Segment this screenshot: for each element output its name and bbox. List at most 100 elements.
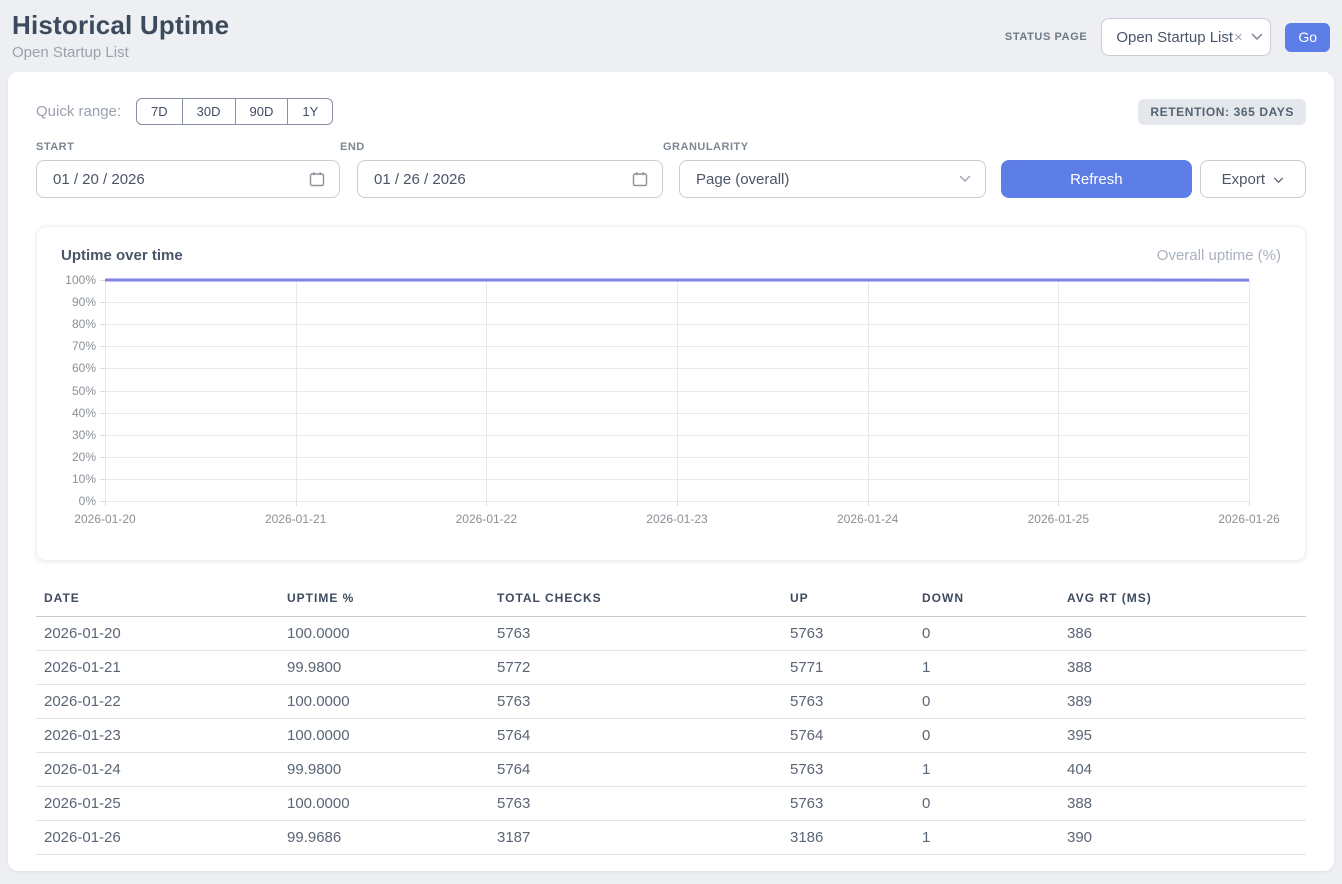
quick-range-7d[interactable]: 7D [136, 98, 183, 125]
chevron-down-icon [959, 175, 971, 183]
quick-range-row: Quick range: 7D30D90D1Y RETENTION: 365 D… [36, 98, 1306, 125]
table-row: 2026-01-2199.9800577257711388 [36, 651, 1306, 685]
chart-header: Uptime over time Overall uptime (%) [61, 247, 1281, 264]
table-cell: 5763 [782, 685, 914, 719]
page-subtitle: Open Startup List [12, 44, 229, 61]
calendar-icon[interactable] [309, 171, 325, 187]
table-cell: 2026-01-25 [36, 787, 279, 821]
y-axis-label: 30% [72, 428, 96, 442]
x-axis-label: 2026-01-25 [1028, 512, 1089, 526]
table-cell: 386 [1059, 617, 1306, 651]
table-cell: 5763 [782, 787, 914, 821]
x-axis-label: 2026-01-26 [1218, 512, 1279, 526]
status-page-label: STATUS PAGE [1005, 31, 1087, 43]
table-cell: 100.0000 [279, 685, 489, 719]
column-header: UPTIME % [279, 583, 489, 617]
column-header: UP [782, 583, 914, 617]
table-cell: 3186 [782, 821, 914, 855]
chart-plot-area: 0%10%20%30%40%50%60%70%80%90%100%2026-01… [105, 280, 1249, 501]
x-axis-tick [868, 501, 869, 506]
table-cell: 100.0000 [279, 787, 489, 821]
refresh-button[interactable]: Refresh [1001, 160, 1192, 198]
gridline-vertical [1249, 280, 1250, 501]
granularity-field: GRANULARITY Page (overall) [663, 141, 986, 198]
chart-legend: Overall uptime (%) [1157, 247, 1281, 264]
quick-range-90d[interactable]: 90D [235, 98, 289, 125]
end-date-value: 01 / 26 / 2026 [374, 171, 466, 188]
end-label: END [340, 141, 663, 153]
table-cell: 0 [914, 617, 1059, 651]
x-axis-label: 2026-01-23 [646, 512, 707, 526]
x-axis-tick [1058, 501, 1059, 506]
table-row: 2026-01-2499.9800576457631404 [36, 753, 1306, 787]
go-button[interactable]: Go [1285, 23, 1330, 52]
x-axis-tick [486, 501, 487, 506]
table-cell: 0 [914, 685, 1059, 719]
end-date-input[interactable]: 01 / 26 / 2026 [357, 160, 663, 198]
start-label: START [36, 141, 340, 153]
table-row: 2026-01-20100.0000576357630386 [36, 617, 1306, 651]
table-cell: 388 [1059, 787, 1306, 821]
table-row: 2026-01-22100.0000576357630389 [36, 685, 1306, 719]
topbar: Historical Uptime Open Startup List STAT… [0, 0, 1342, 64]
table-cell: 2026-01-24 [36, 753, 279, 787]
quick-range-30d[interactable]: 30D [182, 98, 236, 125]
y-axis-label: 90% [72, 295, 96, 309]
table-cell: 389 [1059, 685, 1306, 719]
table-cell: 5763 [489, 617, 782, 651]
table-row: 2026-01-25100.0000576357630388 [36, 787, 1306, 821]
x-axis-tick [105, 501, 106, 506]
start-date-input[interactable]: 01 / 20 / 2026 [36, 160, 340, 198]
column-header: DATE [36, 583, 279, 617]
quick-range-label: Quick range: [36, 103, 121, 120]
table-cell: 5763 [489, 685, 782, 719]
table-cell: 100.0000 [279, 719, 489, 753]
table-cell: 2026-01-23 [36, 719, 279, 753]
filter-form-row: START 01 / 20 / 2026 END 01 / 26 / 2026 … [36, 141, 1306, 198]
export-button[interactable]: Export [1200, 160, 1306, 198]
x-axis-label: 2026-01-24 [837, 512, 898, 526]
y-axis-label: 100% [65, 273, 96, 287]
table-cell: 388 [1059, 651, 1306, 685]
table-row: 2026-01-2699.9686318731861390 [36, 821, 1306, 855]
table-cell: 3187 [489, 821, 782, 855]
quick-range-group: 7D30D90D1Y [136, 98, 333, 125]
y-axis-label: 10% [72, 472, 96, 486]
chevron-down-icon [1273, 171, 1284, 188]
uptime-table: DATEUPTIME %TOTAL CHECKSUPDOWNAVG RT (MS… [36, 583, 1306, 855]
x-axis-tick [296, 501, 297, 506]
table-cell: 2026-01-20 [36, 617, 279, 651]
table-cell: 5764 [489, 719, 782, 753]
x-axis-label: 2026-01-21 [265, 512, 326, 526]
y-axis-label: 40% [72, 406, 96, 420]
quick-range-1y[interactable]: 1Y [287, 98, 333, 125]
y-axis-label: 20% [72, 450, 96, 464]
table-cell: 2026-01-21 [36, 651, 279, 685]
y-axis-label: 0% [79, 494, 96, 508]
status-page-select[interactable]: Open Startup List × [1101, 18, 1271, 56]
table-cell: 99.9800 [279, 753, 489, 787]
table-cell: 5763 [489, 787, 782, 821]
table-cell: 100.0000 [279, 617, 489, 651]
granularity-select[interactable]: Page (overall) [679, 160, 986, 198]
granularity-value: Page (overall) [696, 171, 789, 188]
retention-badge: RETENTION: 365 DAYS [1138, 99, 1306, 125]
table-cell: 5763 [782, 617, 914, 651]
y-axis-label: 70% [72, 339, 96, 353]
uptime-chart: 0%10%20%30%40%50%60%70%80%90%100%2026-01… [61, 280, 1281, 542]
table-cell: 5772 [489, 651, 782, 685]
table-cell: 1 [914, 651, 1059, 685]
chart-title: Uptime over time [61, 247, 183, 264]
column-header: DOWN [914, 583, 1059, 617]
granularity-label: GRANULARITY [663, 141, 986, 153]
x-axis-label: 2026-01-20 [74, 512, 135, 526]
table-cell: 2026-01-26 [36, 821, 279, 855]
chart-card: Uptime over time Overall uptime (%) 0%10… [36, 226, 1306, 561]
column-header: AVG RT (MS) [1059, 583, 1306, 617]
calendar-icon[interactable] [632, 171, 648, 187]
export-label: Export [1222, 171, 1265, 188]
clear-icon[interactable]: × [1234, 29, 1243, 46]
y-axis-label: 80% [72, 317, 96, 331]
chevron-down-icon [1243, 33, 1263, 41]
table-cell: 404 [1059, 753, 1306, 787]
